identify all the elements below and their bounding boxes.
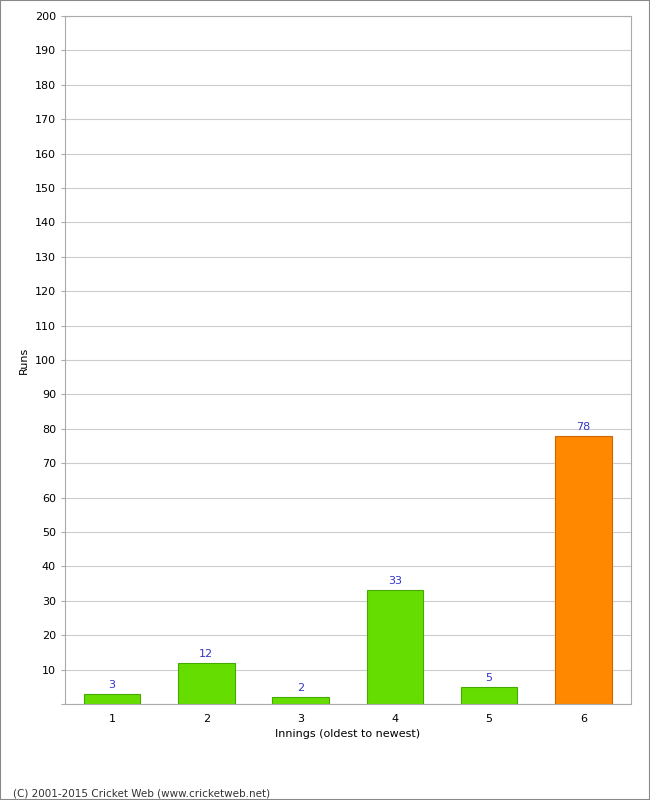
Text: 2: 2 (297, 683, 304, 693)
Bar (178, 662, 235, 704)
Text: 33: 33 (388, 576, 402, 586)
Bar (84, 694, 140, 704)
Bar (272, 697, 329, 704)
Text: 78: 78 (577, 422, 590, 431)
Text: (C) 2001-2015 Cricket Web (www.cricketweb.net): (C) 2001-2015 Cricket Web (www.cricketwe… (13, 788, 270, 798)
X-axis label: Innings (oldest to newest): Innings (oldest to newest) (275, 730, 421, 739)
Text: 3: 3 (109, 679, 116, 690)
Y-axis label: Runs: Runs (20, 346, 29, 374)
Text: 5: 5 (486, 673, 493, 682)
Bar (461, 686, 517, 704)
Bar (555, 436, 612, 704)
Bar (367, 590, 423, 704)
Text: 12: 12 (200, 649, 213, 658)
